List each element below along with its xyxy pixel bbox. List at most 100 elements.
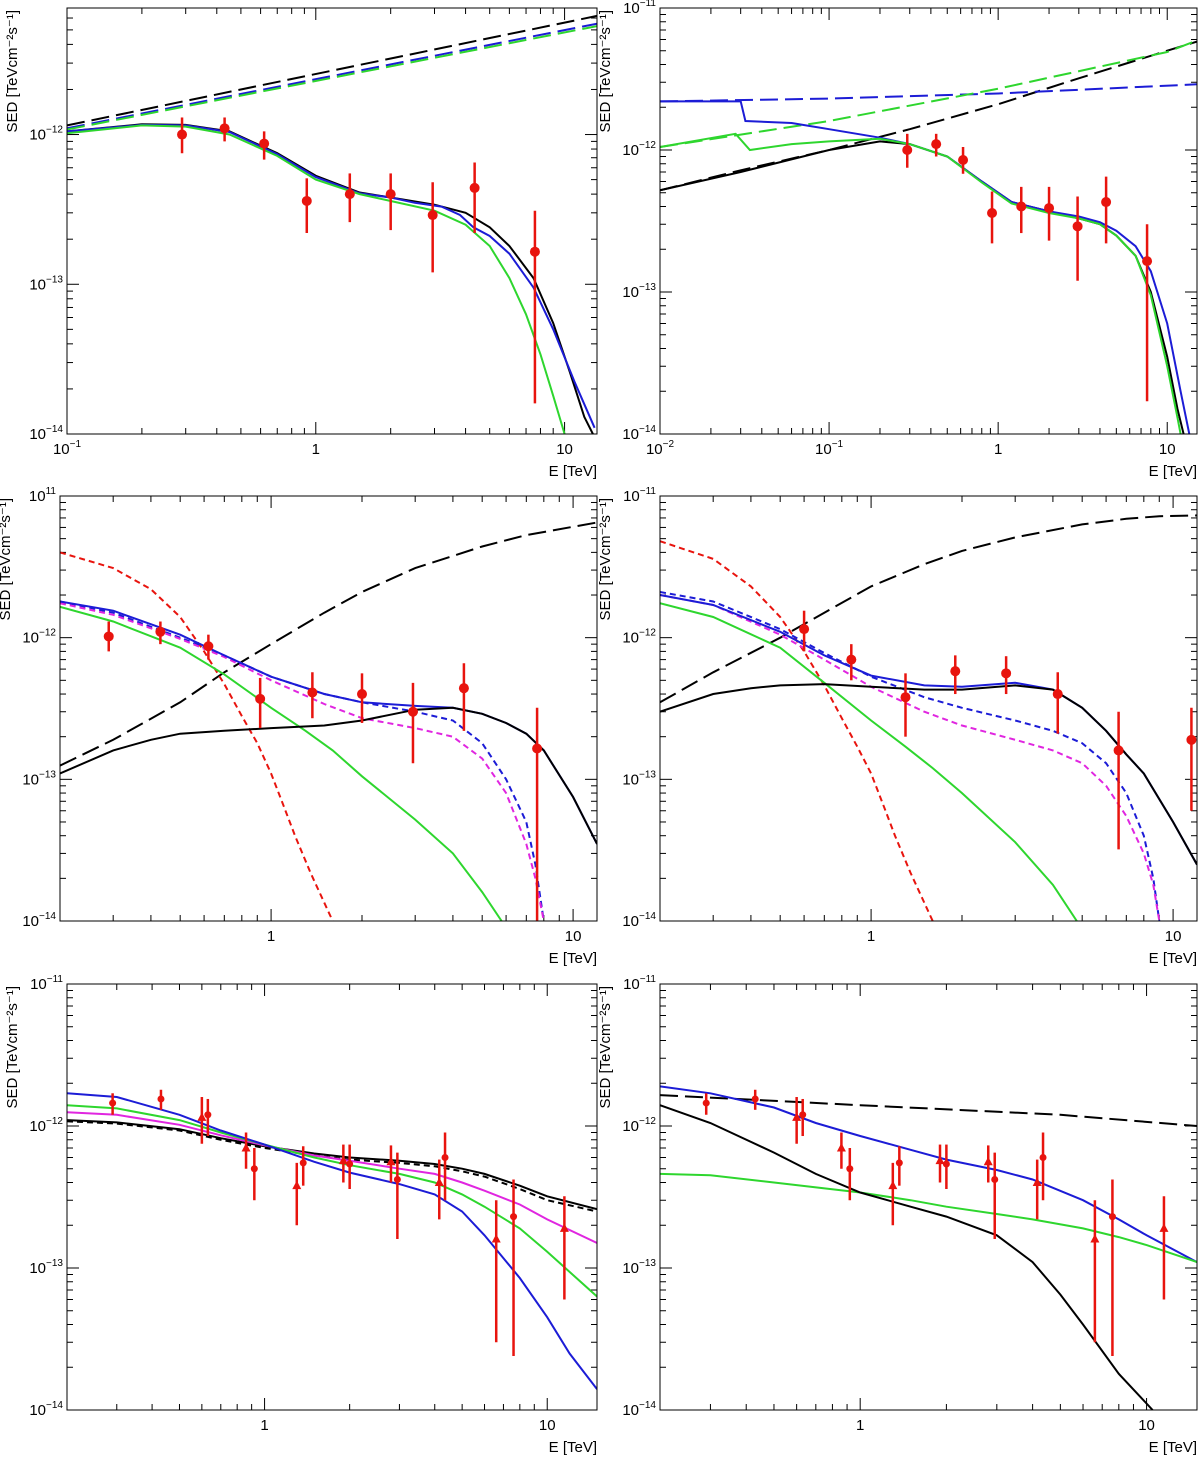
plot-frame	[66, 983, 598, 1411]
tick-labels: 10−1 1 10 10−14 10−13 10−12	[29, 125, 573, 458]
data-point	[983, 1156, 993, 1166]
y-tick-label: 10−13	[29, 274, 63, 293]
plot-frame	[59, 495, 598, 922]
axis-ticks	[659, 495, 1197, 922]
data-point	[942, 1160, 950, 1168]
data-point	[255, 693, 266, 704]
data-point	[203, 641, 214, 652]
y-tick-label: 10−13	[622, 282, 656, 301]
data-point	[1090, 1234, 1100, 1243]
data-point	[299, 1159, 307, 1167]
data-point	[356, 689, 367, 700]
y-tick-label: 10−14	[622, 424, 656, 443]
model-curve	[60, 602, 545, 921]
model-curve	[67, 1111, 597, 1244]
x-axis-label: E [TeV]	[1149, 463, 1197, 480]
model-curve	[660, 591, 1161, 921]
data-point	[241, 1142, 251, 1152]
y-axis-label: SED [TeVcm⁻²s⁻¹]	[597, 986, 614, 1109]
data-point	[434, 1177, 444, 1187]
data-point	[1016, 201, 1027, 212]
data-point	[987, 208, 998, 219]
model-curve	[660, 1094, 1197, 1127]
y-tick-label: 1011	[29, 486, 57, 505]
model-curve	[660, 1172, 1197, 1264]
data-point	[846, 654, 857, 665]
model-curve	[660, 602, 1078, 921]
data-point	[799, 624, 810, 635]
x-tick-label: 1	[312, 441, 320, 458]
y-tick-label: 10−12	[22, 628, 56, 647]
model-curve	[67, 1119, 597, 1211]
sed-panel-3: 1 10 10−14 10−13 10−12 1011 E [TeV] SED [TeVcm⁻…	[0, 486, 598, 967]
model-curve	[60, 521, 597, 767]
model-curve	[67, 25, 597, 131]
y-tick-label: 10−14	[622, 1400, 656, 1419]
model-curve	[660, 100, 1191, 434]
y-tick-label: 10−12	[622, 1116, 656, 1135]
data-point	[338, 1155, 348, 1165]
axis-ticks	[66, 7, 597, 435]
y-axis-label: SED [TeVcm⁻²s⁻¹]	[4, 10, 21, 133]
data-point	[307, 687, 318, 698]
y-tick-label: 10−14	[22, 911, 56, 930]
y-tick-label: 10−14	[29, 1400, 63, 1419]
tick-labels: 1 10 10−14 10−13 10−12 1011	[22, 486, 581, 945]
x-tick-label: 1	[267, 928, 275, 945]
data-point	[1113, 745, 1124, 756]
y-tick-label: 10−14	[29, 424, 63, 443]
data-point	[931, 139, 942, 150]
y-axis-label: SED [TeVcm⁻²s⁻¹]	[597, 498, 614, 621]
model-curve	[660, 39, 1197, 148]
model-curve	[660, 514, 1197, 704]
model-curve	[67, 14, 597, 127]
tick-labels: 1 10 10−14 10−13 10−12 10−11	[622, 974, 1155, 1434]
data-point	[958, 155, 969, 166]
y-tick-label: 10−11	[623, 0, 656, 17]
data-point	[900, 692, 911, 703]
sed-panel-1: 10−1 1 10 10−14 10−13 10−12 E [TeV] SED [TeVcm⁻…	[4, 7, 598, 480]
model-curve	[660, 683, 1197, 866]
model-curve	[60, 605, 503, 921]
data-point	[935, 1155, 945, 1165]
data-point	[386, 1156, 396, 1166]
data-point	[344, 189, 355, 200]
data-points	[702, 1089, 1169, 1357]
data-point	[792, 1112, 802, 1121]
model-curve	[60, 706, 597, 845]
model-curve	[60, 600, 597, 845]
data-points	[109, 1089, 569, 1357]
data-point	[109, 1099, 117, 1107]
data-point	[393, 1175, 401, 1183]
data-point	[250, 1165, 258, 1173]
y-tick-label: 10−14	[622, 911, 656, 930]
data-point	[902, 145, 913, 155]
data-point	[1072, 221, 1083, 232]
model-curve	[67, 123, 596, 429]
data-point	[177, 129, 188, 140]
y-tick-label: 10−11	[623, 486, 656, 505]
x-axis-label: E [TeV]	[1149, 1439, 1197, 1456]
x-tick-label: 10−1	[53, 439, 82, 458]
x-axis-label: E [TeV]	[549, 463, 597, 480]
x-tick-label: 10	[539, 1417, 556, 1434]
y-tick-label: 10−13	[22, 769, 56, 788]
model-curve	[660, 540, 934, 921]
data-points	[902, 133, 1153, 402]
model-curve	[67, 124, 566, 434]
data-point	[1039, 1154, 1047, 1162]
data-point	[385, 189, 396, 200]
data-point	[1186, 734, 1197, 745]
y-tick-label: 10−12	[29, 1116, 63, 1135]
axis-ticks	[59, 495, 597, 922]
data-point	[751, 1095, 759, 1103]
data-point	[469, 182, 480, 193]
tick-labels: 1 10 10−14 10−13 10−12 10−11	[29, 974, 555, 1434]
y-axis-label: SED [TeVcm⁻²s⁻¹]	[597, 10, 614, 133]
data-point	[292, 1180, 302, 1190]
model-curve	[67, 22, 597, 130]
x-axis-label: E [TeV]	[549, 950, 597, 967]
data-point	[1044, 203, 1055, 214]
data-point	[259, 138, 270, 149]
data-point	[846, 1165, 854, 1173]
